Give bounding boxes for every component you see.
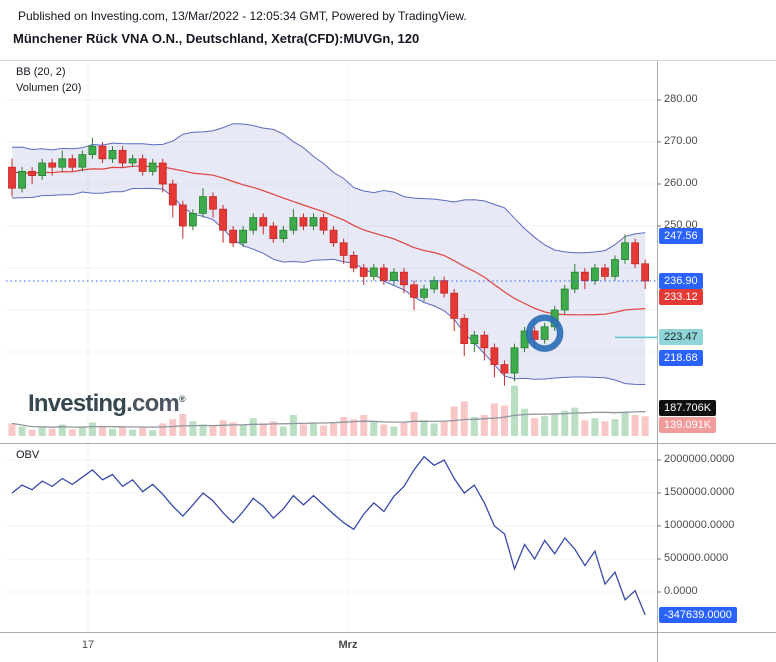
obv-axis-label: 1000000.0000 <box>664 519 735 531</box>
indicator-label-bb[interactable]: BB (20, 2) <box>16 66 66 78</box>
price-badge-volume: 187.706K <box>659 400 717 416</box>
price-axis-label: 250.00 <box>664 219 698 231</box>
obv-axis-label: 2000000.0000 <box>664 453 735 465</box>
price-axis-label: 280.00 <box>664 93 698 105</box>
obv-badge: -347639.0000 <box>659 606 737 623</box>
obv-line <box>11 455 646 616</box>
registered-mark-icon: ® <box>178 394 186 404</box>
circle-annotation[interactable] <box>525 314 564 352</box>
indicator-label-obv[interactable]: OBV <box>16 449 40 461</box>
watermark-suffix: .com <box>126 390 180 417</box>
obv-axis-label: 500000.0000 <box>664 552 729 564</box>
price-badge-volume-ma: 139.091K <box>659 417 717 433</box>
price-axis-label: 260.00 <box>664 177 698 189</box>
main-chart-pane[interactable] <box>0 62 656 442</box>
time-axis-label-17: 17 <box>81 639 95 651</box>
time-axis-label-mrz: Mrz <box>338 639 358 651</box>
obv-axis-label: 1500000.0000 <box>664 486 735 498</box>
indicator-label-volume[interactable]: Volumen (20) <box>16 82 82 94</box>
watermark-main: Investing <box>28 390 127 417</box>
investing-watermark: Investing.com® <box>28 390 186 418</box>
obv-axis-label: 0.0000 <box>664 585 698 597</box>
price-badge-last-price: 236.90 <box>659 273 703 290</box>
obv-pane[interactable] <box>0 444 656 632</box>
published-line: Published on Investing.com, 13/Mar/2022 … <box>18 9 467 23</box>
price-badge-bb-basis: 233.12 <box>659 288 703 305</box>
instrument-title: Münchener Rück VNA O.N., Deutschland, Xe… <box>13 31 420 46</box>
price-scale[interactable]: 280.00 270.00 260.00 250.00 2000000.0000 1500… <box>657 0 776 662</box>
time-scale[interactable]: 17 Mrz <box>0 633 776 662</box>
price-badge-price-level: 223.47 <box>659 329 703 346</box>
price-badge-bb-upper: 247.56 <box>659 228 703 245</box>
price-axis-label: 270.00 <box>664 135 698 147</box>
price-badge-bb-lower: 218.68 <box>659 349 703 366</box>
